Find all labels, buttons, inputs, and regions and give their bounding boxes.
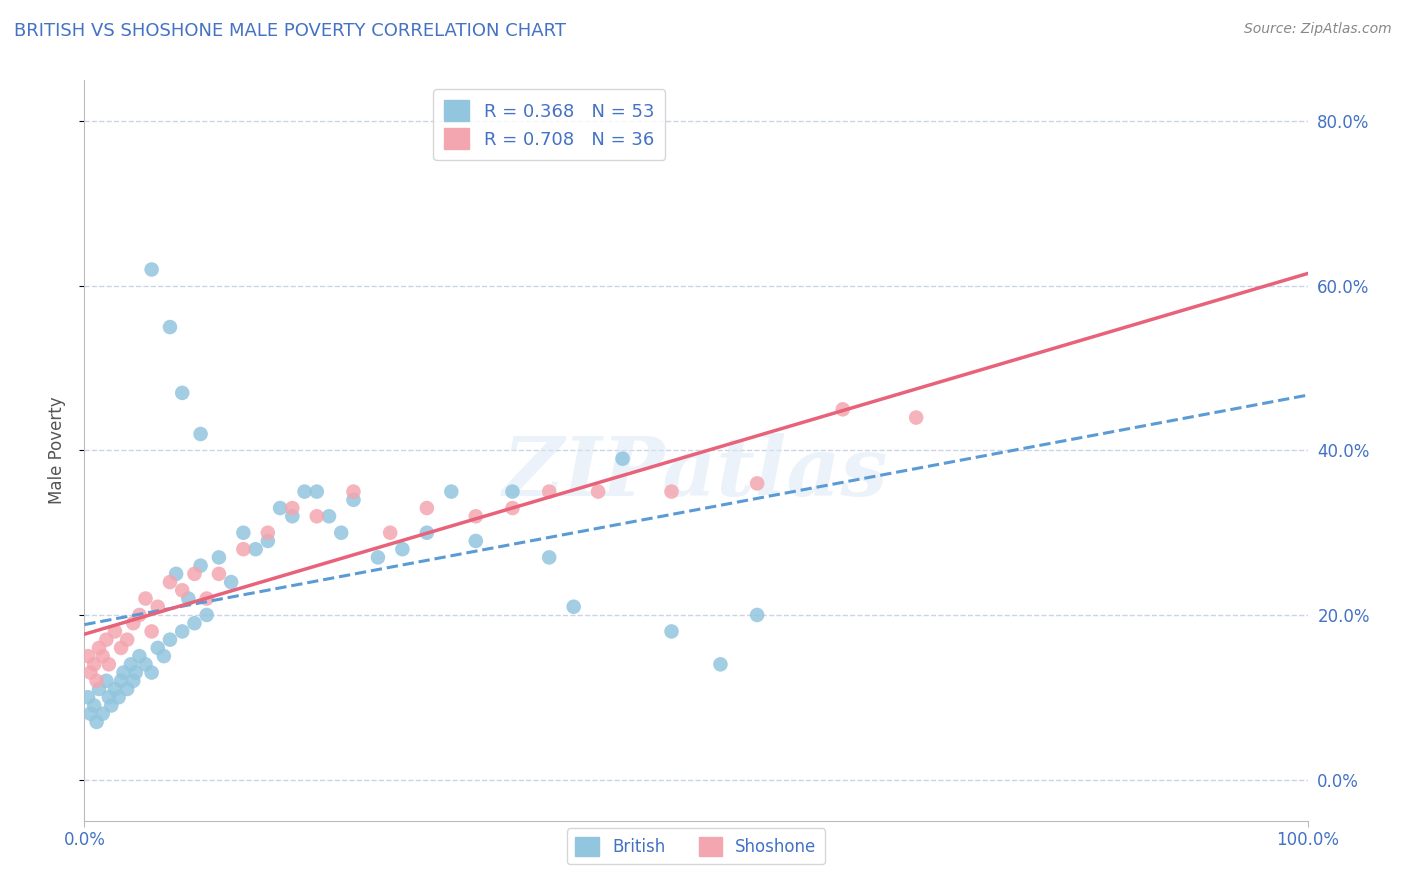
Point [367, 550, 389, 565]
Point [502, 484, 524, 499]
Point [305, 509, 328, 524]
Text: Source: ZipAtlas.com: Source: ZipAtlas.com [1244, 22, 1392, 37]
Point [83, 657, 105, 672]
Point [159, 632, 181, 647]
Point [538, 484, 561, 499]
Point [77, 690, 100, 705]
Point [538, 550, 561, 565]
Point [165, 566, 187, 581]
Point [153, 649, 176, 664]
Point [141, 262, 163, 277]
Point [245, 542, 267, 557]
Point [177, 591, 200, 606]
Point [440, 484, 463, 499]
Point [208, 566, 231, 581]
Point [86, 673, 108, 688]
Point [709, 657, 731, 672]
Point [172, 624, 194, 639]
Point [190, 558, 212, 573]
Point [257, 525, 280, 540]
Y-axis label: Male Poverty: Male Poverty [48, 397, 66, 504]
Point [195, 607, 218, 622]
Point [141, 665, 163, 680]
Point [122, 616, 145, 631]
Point [83, 698, 105, 713]
Point [172, 385, 194, 400]
Point [232, 525, 254, 540]
Point [464, 509, 486, 524]
Point [115, 681, 138, 696]
Point [183, 616, 205, 631]
Text: BRITISH VS SHOSHONE MALE POVERTY CORRELATION CHART: BRITISH VS SHOSHONE MALE POVERTY CORRELA… [14, 22, 567, 40]
Point [77, 649, 100, 664]
Point [391, 542, 413, 557]
Point [86, 714, 108, 729]
Point [586, 484, 609, 499]
Point [135, 657, 157, 672]
Point [219, 575, 242, 590]
Point [281, 509, 304, 524]
Point [146, 599, 169, 614]
Point [502, 501, 524, 516]
Point [115, 632, 138, 647]
Point [91, 649, 114, 664]
Point [128, 649, 150, 664]
Point [905, 410, 928, 425]
Point [135, 591, 157, 606]
Point [416, 501, 439, 516]
Point [195, 591, 218, 606]
Point [87, 681, 110, 696]
Point [183, 566, 205, 581]
Point [208, 550, 231, 565]
Point [831, 402, 853, 417]
Point [747, 476, 769, 491]
Legend: British, Shoshone: British, Shoshone [567, 828, 825, 864]
Point [747, 607, 769, 622]
Point [661, 484, 683, 499]
Point [128, 607, 150, 622]
Point [79, 665, 101, 680]
Point [125, 665, 148, 680]
Text: ZIPatlas: ZIPatlas [503, 433, 889, 513]
Point [91, 706, 114, 721]
Point [97, 657, 120, 672]
Point [104, 681, 127, 696]
Point [159, 320, 181, 334]
Point [141, 624, 163, 639]
Point [294, 484, 316, 499]
Point [146, 640, 169, 655]
Point [122, 673, 145, 688]
Point [612, 451, 634, 466]
Point [562, 599, 585, 614]
Point [107, 690, 129, 705]
Point [380, 525, 402, 540]
Point [110, 673, 132, 688]
Point [190, 427, 212, 442]
Point [269, 501, 291, 516]
Point [330, 525, 353, 540]
Point [100, 698, 122, 713]
Point [96, 632, 118, 647]
Point [318, 509, 340, 524]
Point [232, 542, 254, 557]
Point [96, 673, 118, 688]
Point [159, 575, 181, 590]
Point [257, 533, 280, 548]
Point [79, 706, 101, 721]
Point [416, 525, 439, 540]
Point [110, 640, 132, 655]
Point [342, 484, 364, 499]
Point [281, 501, 304, 516]
Point [97, 690, 120, 705]
Point [464, 533, 486, 548]
Point [172, 583, 194, 598]
Point [342, 492, 364, 507]
Point [305, 484, 328, 499]
Point [112, 665, 135, 680]
Point [104, 624, 127, 639]
Point [661, 624, 683, 639]
Point [120, 657, 142, 672]
Point [87, 640, 110, 655]
